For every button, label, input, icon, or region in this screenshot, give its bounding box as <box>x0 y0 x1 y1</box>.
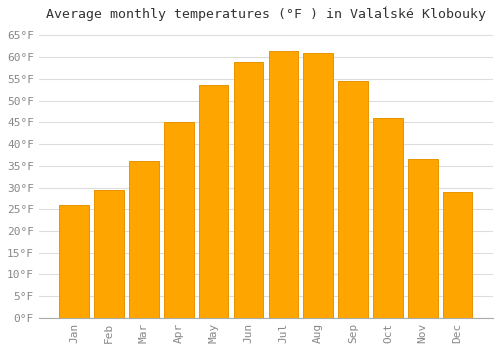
Bar <box>199 85 228 318</box>
Bar <box>304 53 333 318</box>
Bar <box>60 205 89 318</box>
Bar <box>268 51 298 318</box>
Bar <box>94 190 124 318</box>
Bar <box>234 62 264 318</box>
Bar <box>338 81 368 318</box>
Bar <box>164 122 194 318</box>
Title: Average monthly temperatures (°F ) in Valaĺské Klobouky: Average monthly temperatures (°F ) in Va… <box>46 7 486 21</box>
Bar <box>443 192 472 318</box>
Bar <box>408 159 438 318</box>
Bar <box>129 161 159 318</box>
Bar <box>373 118 402 318</box>
